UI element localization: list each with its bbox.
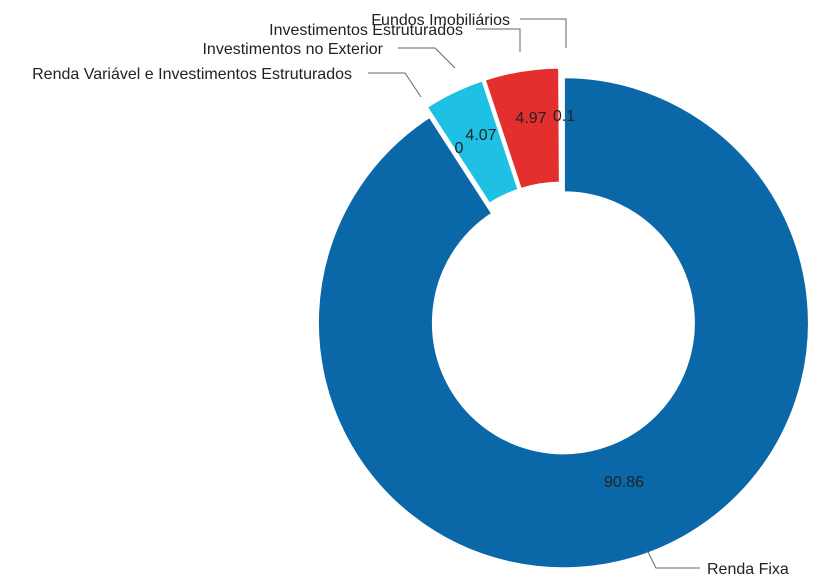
value-label-investimentos-no-exterior: 4.07 xyxy=(465,127,496,144)
leader-line-investimentos-estruturados xyxy=(476,29,520,52)
slice-renda-fixa[interactable] xyxy=(317,77,809,569)
category-label-fundos-imobiliarios: Fundos Imobiliários xyxy=(371,12,510,29)
value-label-renda-fixa: 90.86 xyxy=(604,474,644,491)
value-label-renda-variavel-e-investimentos-estruturados: 0 xyxy=(455,140,464,157)
category-label-renda-fixa: Renda Fixa xyxy=(707,561,789,577)
value-label-fundos-imobiliarios: 0.1 xyxy=(553,108,575,125)
slice-fundos-imobiliarios[interactable] xyxy=(560,67,562,183)
leader-line-fundos-imobiliarios xyxy=(520,19,566,48)
value-label-investimentos-estruturados: 4.97 xyxy=(515,110,546,127)
leader-line-renda-variavel-e-investimentos-estruturados xyxy=(368,73,421,97)
category-label-renda-variavel-e-investimentos-estruturados: Renda Variável e Investimentos Estrutura… xyxy=(32,66,352,83)
category-label-investimentos-no-exterior: Investimentos no Exterior xyxy=(202,41,383,58)
leader-line-investimentos-no-exterior xyxy=(398,48,455,68)
